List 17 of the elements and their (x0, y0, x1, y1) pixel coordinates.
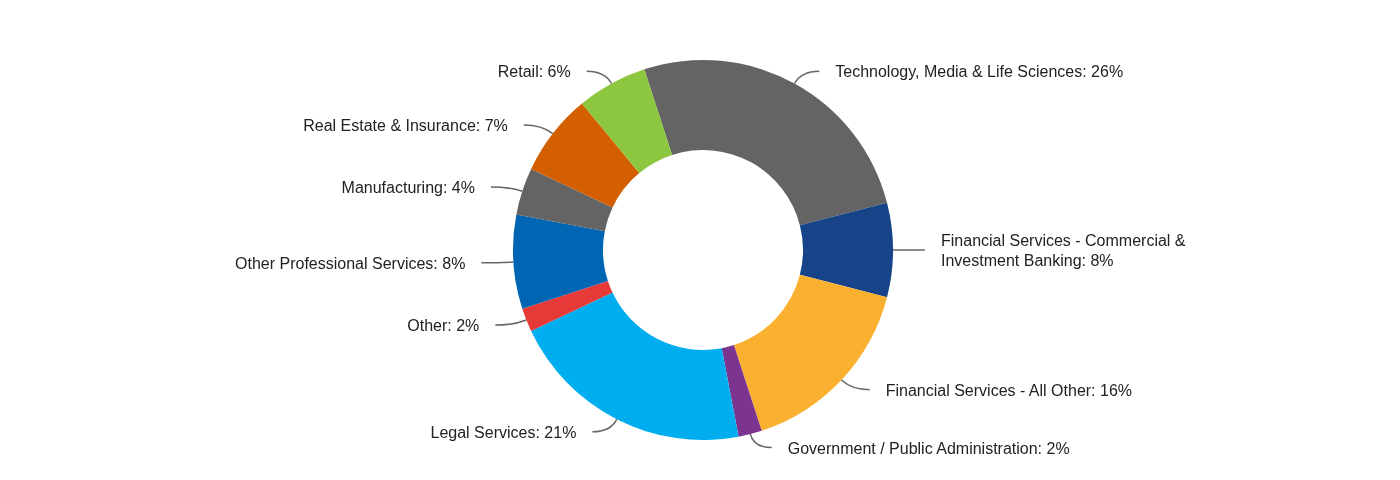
donut-slice (513, 214, 608, 309)
slice-label: Manufacturing: 4% (341, 178, 475, 196)
slice-label: Government / Public Administration: 2% (787, 439, 1070, 457)
slice-label: Real Estate & Insurance: 7% (303, 116, 508, 134)
slice-label: Retail: 6% (497, 62, 571, 80)
slice-label: Legal Services: 21% (430, 423, 577, 441)
slice-label: Technology, Media & Life Sciences: 26% (835, 62, 1124, 80)
donut-slice (733, 274, 888, 431)
donut-slice (581, 69, 673, 173)
slice-label: Financial Services - Commercial & Investment Banking: 8% (941, 231, 1186, 269)
donut-slice (799, 202, 893, 298)
donut-slice (522, 280, 613, 331)
donut-slice (721, 345, 762, 437)
slice-label: Other Professional Services: 8% (235, 254, 466, 272)
slice-label: Other: 2% (407, 316, 480, 334)
slice-label: Financial Services - All Other: 16% (885, 381, 1133, 399)
donut-slice (531, 103, 640, 208)
